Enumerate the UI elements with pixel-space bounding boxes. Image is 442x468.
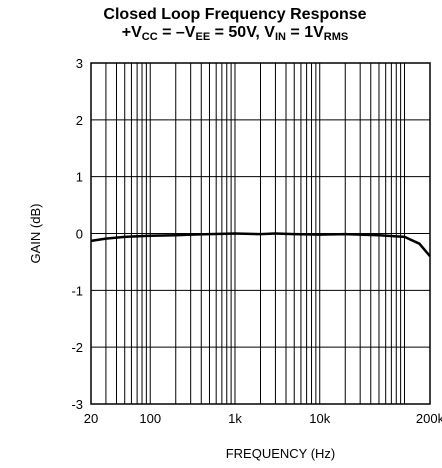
y-tick-label: 3 xyxy=(76,56,83,71)
y-tick-label: 1 xyxy=(76,170,83,185)
y-tick-label: 0 xyxy=(76,227,83,242)
y-tick-label: 2 xyxy=(76,113,83,128)
grid-lines xyxy=(91,63,430,404)
x-tick-labels: 20 100 1k 10k 200k xyxy=(84,411,442,426)
y-tick-label: -3 xyxy=(71,397,83,412)
x-tick-label: 100 xyxy=(139,411,161,426)
y-tick-labels: 3 2 1 0 -1 -2 -3 xyxy=(71,56,83,412)
chart-title-line1: Closed Loop Frequency Response xyxy=(103,6,367,23)
chart-title: Closed Loop Frequency Response +VCC = –V… xyxy=(60,6,410,46)
y-tick-label: -2 xyxy=(71,340,83,355)
chart-title-line2: +VCC = –VEE = 50V, VIN = 1VRMS xyxy=(121,24,349,43)
x-tick-label: 200k xyxy=(416,411,442,426)
plot-frame xyxy=(90,62,431,405)
gain-curve xyxy=(90,232,431,258)
y-axis-label: GAIN (dB) xyxy=(28,204,43,264)
x-tick-label: 1k xyxy=(228,411,242,426)
x-tick-label: 10k xyxy=(309,411,330,426)
y-tick-label: -1 xyxy=(71,283,83,298)
x-axis-label: FREQUENCY (Hz) xyxy=(226,446,336,461)
x-tick-label: 20 xyxy=(84,411,98,426)
